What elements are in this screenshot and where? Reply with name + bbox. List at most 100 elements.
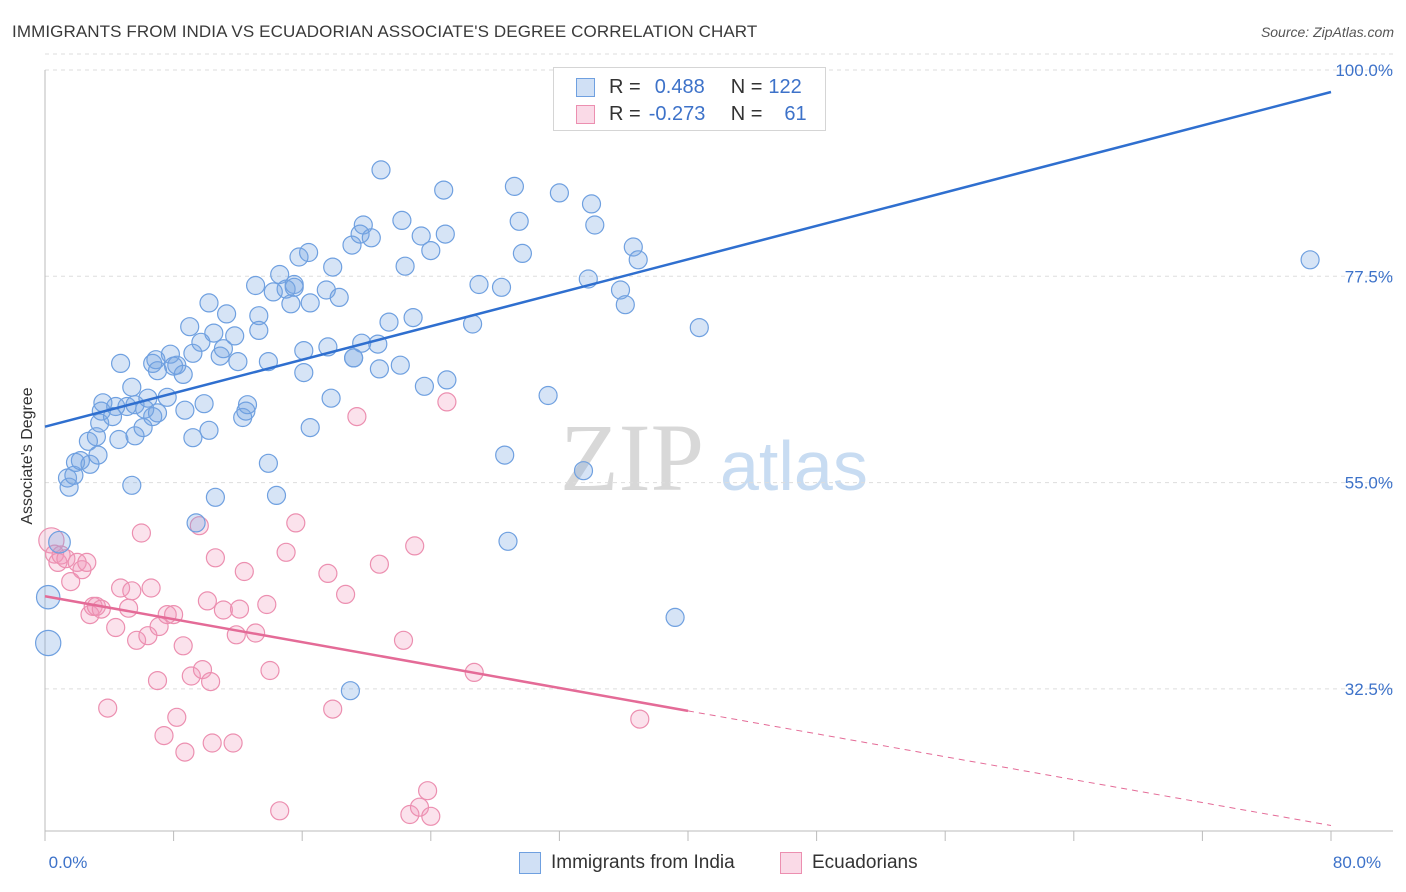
india-point: [340, 681, 360, 701]
india-point: [191, 332, 211, 352]
india-point: [213, 339, 233, 359]
india-point: [194, 394, 214, 414]
legend-row-ecuadorians: R = -0.273 N = 61: [576, 101, 807, 127]
india-point: [392, 210, 412, 230]
india-point: [294, 363, 314, 383]
india-point: [122, 475, 142, 495]
india-point: [228, 352, 248, 372]
tick-labels: 32.5% 55.0% 77.5% 100.0% 0.0% 80.0%: [49, 61, 1393, 872]
legend-n-value: 122: [768, 75, 802, 98]
ecuadorian-point: [131, 523, 151, 543]
ecuadorian-point: [181, 666, 201, 686]
india-point: [289, 247, 309, 267]
india-point: [498, 531, 518, 551]
india-point: [435, 224, 455, 244]
ecuadorian-point: [437, 392, 457, 412]
india-point: [538, 385, 558, 406]
india-point: [249, 320, 269, 340]
watermark-atlas: atlas: [720, 427, 868, 505]
india-point: [495, 445, 515, 465]
india-point: [186, 513, 206, 533]
ecuadorians-trend-extension: [687, 710, 1332, 826]
ecuadorian-point: [98, 698, 118, 718]
ecuadorian-point: [127, 630, 147, 650]
india-point: [414, 376, 434, 396]
india-point: [329, 287, 349, 307]
india-point: [437, 370, 457, 390]
india-point: [371, 160, 391, 180]
india-point: [469, 274, 489, 295]
ecuadorian-point: [110, 578, 131, 598]
legend-n-value: 61: [784, 102, 807, 125]
india-point: [266, 485, 287, 505]
chart-title: IMMIGRANTS FROM INDIA VS ECUADORIAN ASSO…: [12, 22, 758, 41]
y-tick-label: 55.0%: [1345, 474, 1393, 493]
legend-r-label: R =: [609, 75, 641, 98]
india-point: [395, 256, 415, 276]
india-point: [421, 241, 441, 261]
ecuadorian-point: [56, 549, 76, 569]
india-point: [342, 235, 362, 255]
x-tick-label-max: 80.0%: [1333, 853, 1381, 872]
india-point: [70, 451, 91, 471]
india-point: [183, 428, 203, 448]
india-point: [88, 445, 108, 465]
india-point: [217, 304, 237, 324]
trend-lines: [44, 90, 1332, 826]
india-point: [581, 194, 602, 214]
ecuadorian-point: [630, 709, 650, 729]
ecuadorian-point: [393, 630, 414, 650]
india-point: [237, 395, 258, 415]
india-point: [225, 326, 245, 346]
ecuadorian-point: [257, 594, 277, 615]
source-label: Source: ZipAtlas.com: [1260, 24, 1394, 40]
india-point: [160, 344, 180, 364]
india-points: [34, 160, 1320, 701]
india-point: [147, 403, 168, 423]
ecuadorian-point: [421, 806, 441, 826]
india-point: [623, 237, 643, 257]
ecuadorians-trend-line: [44, 595, 689, 713]
india-point: [173, 364, 193, 384]
india-point: [628, 250, 648, 270]
india-point: [258, 453, 278, 473]
india-point: [369, 359, 389, 379]
india-point: [665, 607, 685, 628]
ecuadorian-point: [229, 599, 250, 619]
ecuadorian-point: [173, 636, 193, 656]
y-tick-label: 100.0%: [1335, 61, 1393, 80]
ecuadorian-point: [260, 660, 280, 681]
watermark: ZIP atlas: [560, 404, 868, 511]
india-swatch: [576, 77, 595, 97]
ecuadorian-point: [323, 699, 343, 719]
legend-item-india: Immigrants from India: [519, 852, 735, 874]
legend-item-ecuadorians: Ecuadorians: [780, 852, 918, 874]
ecuadorian-point: [189, 516, 209, 536]
ecuadorians-swatch: [576, 104, 595, 124]
ecuadorian-point: [141, 578, 161, 598]
india-point: [122, 377, 142, 397]
india-legend-label: Immigrants from India: [551, 852, 735, 873]
india-point: [1300, 250, 1320, 270]
ecuadorian-point: [286, 513, 306, 533]
india-point: [205, 487, 225, 507]
india-point: [236, 401, 256, 421]
india-point: [434, 180, 454, 200]
ecuadorian-point: [147, 670, 168, 691]
ecuadorians-legend-label: Ecuadorians: [812, 852, 918, 873]
india-point: [48, 530, 71, 554]
ecuadorian-point: [347, 407, 367, 427]
ecuadorian-point: [213, 600, 233, 620]
india-point: [199, 420, 219, 440]
ecuadorian-point: [223, 733, 243, 753]
india-point: [504, 176, 525, 196]
ecuadorian-point: [336, 584, 356, 605]
india-point: [509, 211, 529, 231]
india-point: [379, 312, 399, 332]
ecuadorian-point: [197, 591, 217, 611]
india-point: [323, 257, 343, 277]
india-point: [300, 293, 320, 313]
india-point: [549, 183, 570, 203]
legend-r-value: -0.273: [648, 102, 706, 125]
